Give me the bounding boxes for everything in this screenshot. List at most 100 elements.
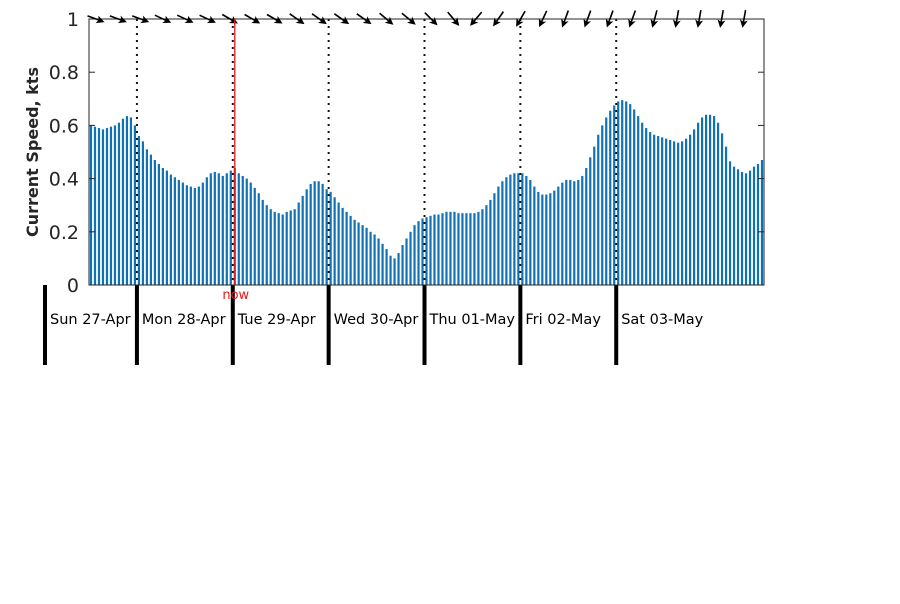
bar xyxy=(141,141,145,285)
bar xyxy=(457,213,460,285)
direction-arrow-shaft xyxy=(221,13,234,22)
bar xyxy=(461,213,464,285)
bar xyxy=(661,137,664,285)
bar xyxy=(693,129,696,285)
direction-arrow-head xyxy=(516,17,524,27)
bar xyxy=(225,173,228,285)
direction-arrow-head xyxy=(538,18,547,28)
bar xyxy=(433,214,436,285)
bar xyxy=(385,249,388,285)
day-label: Mon 28-Apr xyxy=(142,312,226,328)
bar xyxy=(317,181,320,285)
bar xyxy=(209,173,212,285)
bar xyxy=(453,211,456,285)
bar xyxy=(557,186,560,285)
plot-frame xyxy=(88,18,765,286)
direction-arrow-shaft xyxy=(401,12,413,23)
bar xyxy=(744,173,748,285)
day-label: Sat 03-May xyxy=(621,312,703,328)
direction-arrow-head xyxy=(273,16,283,24)
bar xyxy=(345,211,348,285)
bar xyxy=(337,202,340,285)
bar xyxy=(405,238,408,285)
bar xyxy=(121,118,125,285)
bar xyxy=(365,227,368,285)
bar xyxy=(445,211,448,285)
bar xyxy=(205,177,208,285)
bar xyxy=(157,163,160,285)
bar xyxy=(748,170,752,285)
bar xyxy=(716,122,720,286)
direction-arrow-shaft xyxy=(585,10,592,24)
bar xyxy=(481,209,484,285)
bar xyxy=(321,183,324,285)
day-label: Tue 29-Apr xyxy=(237,312,316,328)
direction-arrow xyxy=(470,11,483,26)
direction-arrow-head xyxy=(451,17,460,26)
bar xyxy=(489,199,492,285)
bar xyxy=(257,193,260,285)
bar xyxy=(685,138,688,285)
direction-arrow xyxy=(717,9,726,28)
direction-arrow-shaft xyxy=(675,9,680,24)
direction-arrow-head xyxy=(362,16,372,25)
direction-arrow-shaft xyxy=(333,13,346,22)
bar xyxy=(617,101,620,286)
bar xyxy=(369,231,372,285)
bar xyxy=(724,146,728,285)
bar xyxy=(309,183,312,285)
direction-arrow-head xyxy=(628,18,636,28)
bar xyxy=(449,211,452,285)
direction-arrow-head xyxy=(583,18,592,28)
day-label: Fri 02-May xyxy=(525,312,601,328)
bar xyxy=(373,234,376,285)
bar xyxy=(297,202,300,285)
bar xyxy=(93,126,97,285)
bar xyxy=(113,125,117,286)
bar xyxy=(421,218,424,285)
bar xyxy=(669,140,672,285)
direction-arrow xyxy=(672,9,681,28)
direction-arrow xyxy=(109,15,127,24)
bar xyxy=(265,205,268,285)
bar xyxy=(704,114,708,285)
bar xyxy=(201,182,204,285)
bar xyxy=(125,116,129,285)
bar xyxy=(533,186,536,285)
bar xyxy=(325,189,328,285)
bar xyxy=(569,179,572,285)
bar xyxy=(493,193,496,285)
direction-arrow xyxy=(176,14,194,24)
direction-arrow xyxy=(538,10,548,28)
bar xyxy=(509,174,512,285)
bar xyxy=(177,179,180,285)
direction-arrow-shaft xyxy=(131,15,145,22)
bar xyxy=(469,213,472,285)
bar xyxy=(409,231,412,285)
bar xyxy=(117,122,121,286)
direction-arrow-head xyxy=(95,15,105,24)
bar xyxy=(517,173,520,285)
bar xyxy=(621,100,624,285)
direction-arrow-head xyxy=(184,15,194,24)
bar xyxy=(581,175,584,285)
direction-arrow-head xyxy=(384,16,394,25)
direction-arrow-head xyxy=(317,16,327,25)
direction-arrow-shaft xyxy=(495,11,505,23)
bar xyxy=(613,105,616,285)
bar xyxy=(689,134,692,285)
bar xyxy=(425,217,428,285)
day-separators-group: Sun 27-Apr Mon 28-Apr Tue 29-Apr Wed 30-Apr… xyxy=(43,19,704,365)
bar xyxy=(681,141,684,285)
bar xyxy=(329,191,332,285)
direction-arrow-head xyxy=(493,17,501,27)
bar xyxy=(752,166,756,285)
bar xyxy=(237,173,240,285)
direction-arrow-head xyxy=(650,18,659,28)
direction-arrow-shaft xyxy=(742,9,747,24)
y-tick-label: 0.8 xyxy=(49,62,79,84)
bar xyxy=(285,211,288,285)
bar xyxy=(473,213,476,285)
